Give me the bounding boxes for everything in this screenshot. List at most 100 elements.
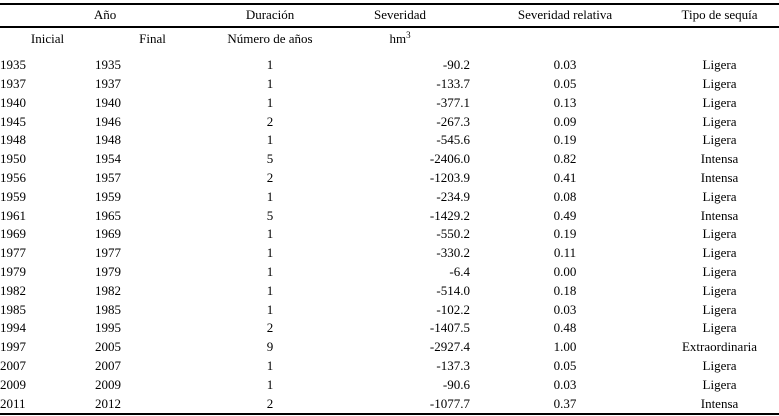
cell-tipo: Ligera	[702, 57, 737, 73]
table-row: 1945 1946 2 -267.3 0.09 Ligera	[0, 112, 779, 131]
cell-severidad: -545.6	[436, 132, 471, 148]
cell-final: 2005	[95, 339, 121, 355]
subheader-severidad-relativa-empty	[470, 27, 660, 56]
cell-duracion: 1	[266, 94, 274, 110]
cell-duracion: 2	[266, 113, 274, 129]
cell-tipo: Ligera	[702, 245, 737, 261]
cell-duracion: 5	[266, 207, 274, 223]
cell-inicial: 1959	[0, 188, 26, 204]
cell-relativa: 0.11	[553, 245, 577, 261]
cell-tipo: Ligera	[702, 188, 737, 204]
cell-inicial: 1997	[0, 339, 26, 355]
cell-final: 2007	[95, 358, 121, 373]
table-row: 1985 1985 1 -102.2 0.03 Ligera	[0, 300, 779, 319]
cell-inicial: 1940	[0, 94, 26, 110]
subheader-inicial: Inicial	[30, 31, 65, 46]
cell-inicial: 1982	[0, 282, 26, 298]
cell-severidad: -2927.4	[429, 339, 471, 355]
cell-tipo: Intensa	[700, 170, 739, 186]
table-row: 2011 2012 2 -1077.7 0.37 Intensa	[0, 394, 779, 416]
cell-final: 1946	[95, 113, 121, 129]
cell-inicial: 2011	[0, 394, 95, 416]
cell-tipo: Ligera	[702, 358, 737, 373]
col-header-severidad-relativa: Severidad relativa	[470, 4, 661, 28]
cell-final: 1954	[95, 151, 121, 167]
cell-severidad: -1203.9	[429, 170, 471, 186]
cell-inicial: 1961	[0, 207, 26, 223]
cell-tipo: Ligera	[702, 301, 737, 317]
cell-duracion: 1	[266, 226, 274, 242]
cell-relativa: 0.09	[553, 113, 577, 129]
subheader-final: Final	[139, 31, 166, 46]
cell-inicial: 1937	[0, 76, 26, 92]
cell-relativa: 0.49	[553, 207, 577, 223]
cell-relativa: 0.03	[553, 57, 577, 73]
cell-severidad: -133.7	[436, 76, 471, 92]
subheader-tipo-empty	[660, 27, 779, 56]
cell-inicial: 1950	[0, 151, 26, 167]
cell-inicial: 1945	[0, 113, 26, 129]
cell-final: 1940	[95, 94, 121, 110]
cell-final: 1959	[95, 188, 121, 204]
cell-inicial: 1985	[0, 301, 26, 317]
cell-inicial: 1979	[0, 264, 26, 280]
cell-final: 1995	[95, 320, 121, 336]
cell-relativa: 0.03	[553, 301, 577, 317]
cell-final: 1985	[95, 301, 121, 317]
cell-tipo: Intensa	[700, 207, 739, 223]
cell-duracion: 1	[266, 132, 274, 148]
cell-final: 2009	[95, 376, 121, 392]
unit-exponent: 3	[406, 30, 411, 40]
subheader-numero-de-anos: Número de años	[227, 31, 313, 46]
cell-tipo: Intensa	[700, 151, 739, 167]
cell-severidad: -550.2	[436, 226, 471, 242]
cell-relativa: 0.82	[553, 151, 577, 167]
cell-tipo: Intensa	[660, 394, 779, 416]
table-row: 2007 2007 1 -137.3 0.05 Ligera	[0, 357, 779, 376]
cell-severidad: -267.3	[436, 113, 471, 129]
cell-relativa: 1.00	[553, 339, 577, 355]
cell-duracion: 2	[266, 320, 274, 336]
cell-inicial: 2007	[0, 358, 26, 373]
header-row-groups: Año Duración Severidad Severidad relativ…	[0, 4, 779, 28]
cell-final: 1937	[95, 76, 121, 92]
cell-tipo: Ligera	[702, 94, 737, 110]
table-header: Año Duración Severidad Severidad relativ…	[0, 4, 779, 56]
table-row: 1997 2005 9 -2927.4 1.00 Extraordinaria	[0, 338, 779, 357]
table-row: 1950 1954 5 -2406.0 0.82 Intensa	[0, 150, 779, 169]
col-header-ano: Año	[0, 4, 211, 28]
cell-severidad: -1077.7	[330, 394, 471, 416]
cell-duracion: 1	[266, 245, 274, 261]
cell-inicial: 1935	[0, 57, 26, 73]
cell-duracion: 1	[266, 301, 274, 317]
cell-tipo: Ligera	[702, 132, 737, 148]
header-row-subheaders: Inicial Final Número de años hm3	[0, 27, 779, 56]
cell-inicial: 1994	[0, 320, 26, 336]
table-row: 1994 1995 2 -1407.5 0.48 Ligera	[0, 319, 779, 338]
cell-relativa: 0.41	[553, 170, 577, 186]
table-row: 1977 1977 1 -330.2 0.11 Ligera	[0, 244, 779, 263]
cell-duracion: 1	[266, 358, 274, 373]
cell-tipo: Ligera	[702, 376, 737, 392]
cell-duracion: 1	[266, 282, 274, 298]
table-row: 1979 1979 1 -6.4 0.00 Ligera	[0, 263, 779, 282]
table-body: 1935 1935 1 -90.2 0.03 Ligera 1937 1937 1 -133.7 0…	[0, 56, 779, 416]
table-row: 1940 1940 1 -377.1 0.13 Ligera	[0, 94, 779, 113]
cell-severidad: -137.3	[436, 358, 471, 373]
cell-severidad: -377.1	[436, 94, 471, 110]
drought-events-table: Año Duración Severidad Severidad relativ…	[0, 3, 779, 416]
cell-severidad: -90.6	[442, 376, 471, 392]
col-header-duracion: Duración	[210, 4, 331, 28]
cell-severidad: -102.2	[436, 301, 471, 317]
cell-severidad: -6.4	[449, 264, 471, 280]
cell-final: 1977	[95, 245, 121, 261]
cell-final: 1948	[95, 132, 121, 148]
table-row: 1961 1965 5 -1429.2 0.49 Intensa	[0, 206, 779, 225]
cell-tipo: Ligera	[702, 282, 737, 298]
cell-relativa: 0.05	[553, 76, 577, 92]
table-row: 1948 1948 1 -545.6 0.19 Ligera	[0, 131, 779, 150]
cell-final: 2012	[95, 394, 211, 416]
unit-base: hm	[389, 31, 407, 46]
table-row: 1937 1937 1 -133.7 0.05 Ligera	[0, 75, 779, 94]
cell-tipo: Ligera	[702, 264, 737, 280]
